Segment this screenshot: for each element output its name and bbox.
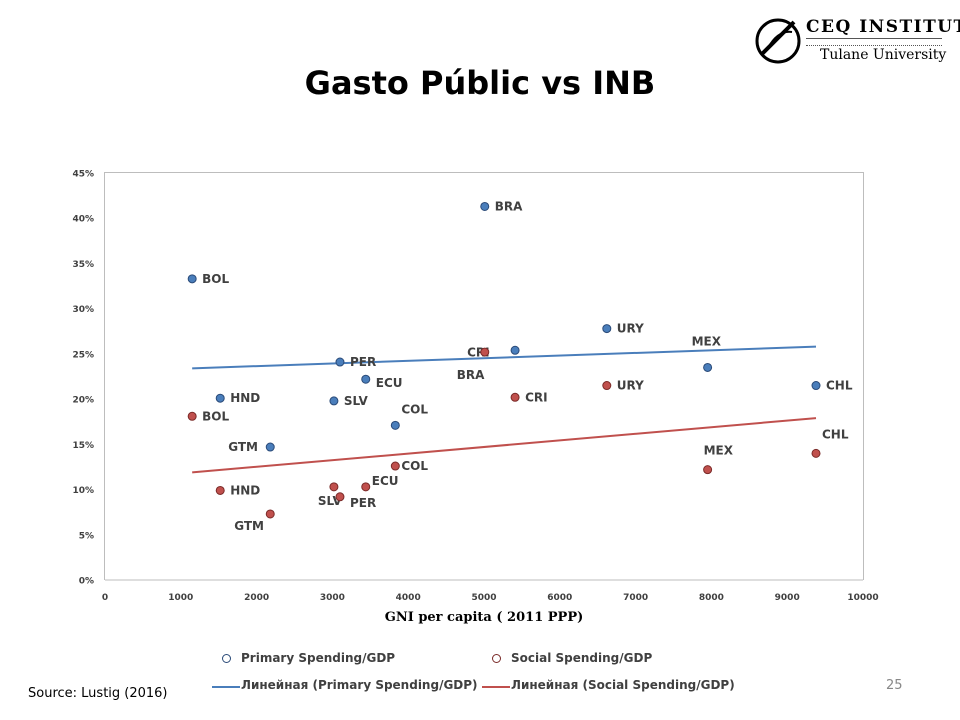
point-label: COL: [401, 402, 428, 416]
x-tick-label: 6000: [547, 593, 572, 603]
x-tick-label: 5000: [471, 593, 496, 603]
point-label: HND: [230, 483, 260, 497]
x-tick-label: 4000: [396, 593, 421, 603]
y-tick-label: 10%: [72, 486, 94, 496]
point-label: MEX: [704, 444, 734, 458]
y-tick-label: 45%: [72, 170, 94, 180]
point-label: CHL: [822, 427, 849, 441]
social-spending-point: [510, 392, 520, 402]
ceq-logo-icon: [755, 18, 801, 64]
primary-spending-point: [390, 420, 400, 430]
point-label: URY: [617, 322, 644, 336]
slide-title: Gasto Públic vs INB: [304, 64, 656, 102]
primary-spending-point: [215, 393, 225, 403]
point-label: SLV: [344, 394, 369, 408]
primary-spending-point: [265, 442, 275, 452]
ceq-logo: CEQ INSTITUTE Tulane University: [754, 14, 960, 70]
y-tick-label: 25%: [72, 350, 94, 360]
point-label: HND: [230, 391, 260, 405]
point-label: GTM: [228, 440, 258, 454]
y-tick-label: 0%: [79, 577, 94, 587]
social-spending-point: [703, 465, 713, 475]
point-label: PER: [350, 355, 376, 369]
y-tick-label: 35%: [72, 260, 94, 270]
social-spending-point: [480, 347, 490, 357]
logo-tagline-decoration: [806, 38, 942, 46]
x-tick-label: 0: [102, 593, 108, 603]
primary-spending-point: [335, 357, 345, 367]
point-label: GTM: [234, 519, 264, 533]
social-spending-point: [187, 411, 197, 421]
social-spending-point: [335, 492, 345, 502]
trendline-social: [192, 417, 817, 474]
y-tick-label: 40%: [72, 215, 94, 225]
logo-name: CEQ INSTITUTE: [806, 17, 960, 37]
social-spending-point: [215, 485, 225, 495]
page-number: 25: [886, 678, 903, 693]
point-label: ECU: [372, 474, 399, 488]
social-spending-point: [602, 381, 612, 391]
social-spending-point: [329, 482, 339, 492]
primary-spending-point: [361, 374, 371, 384]
point-label: CHL: [826, 379, 853, 393]
x-tick-label: 2000: [244, 593, 269, 603]
y-tick-label: 15%: [72, 441, 94, 451]
logo-university: Tulane University: [820, 47, 947, 63]
primary-spending-point: [703, 362, 713, 372]
primary-spending-point: [329, 396, 339, 406]
point-label: BRA: [495, 199, 523, 213]
primary-spending-point: [480, 201, 490, 211]
x-axis-label: GNI per capita ( 2011 PPP): [384, 610, 584, 625]
chart-plot-area: [104, 172, 864, 580]
social-spending-point: [265, 509, 275, 519]
x-tick-label: 8000: [699, 593, 724, 603]
point-label: BRA: [457, 368, 485, 382]
y-tick-label: 30%: [72, 305, 94, 315]
primary-spending-point: [811, 381, 821, 391]
social-spending-point: [811, 448, 821, 458]
x-tick-label: 10000: [847, 593, 878, 603]
primary-spending-point: [510, 345, 520, 355]
x-tick-label: 7000: [623, 593, 648, 603]
social-spending-point: [390, 461, 400, 471]
point-label: BOL: [202, 409, 229, 423]
point-label: CRI: [525, 390, 548, 404]
source-note: Source: Lustig (2016): [28, 686, 168, 701]
point-label: PER: [350, 496, 376, 510]
x-tick-label: 1000: [168, 593, 193, 603]
x-tick-label: 3000: [320, 593, 345, 603]
point-label: BOL: [202, 272, 229, 286]
y-tick-label: 5%: [79, 531, 94, 541]
point-label: URY: [617, 379, 644, 393]
y-tick-label: 20%: [72, 396, 94, 406]
trendline-primary: [192, 345, 817, 370]
point-label: MEX: [692, 334, 722, 348]
primary-spending-point: [187, 274, 197, 284]
x-tick-label: 9000: [775, 593, 800, 603]
point-label: ECU: [376, 376, 403, 390]
social-spending-point: [361, 482, 371, 492]
primary-spending-point: [602, 324, 612, 334]
point-label: COL: [401, 459, 428, 473]
